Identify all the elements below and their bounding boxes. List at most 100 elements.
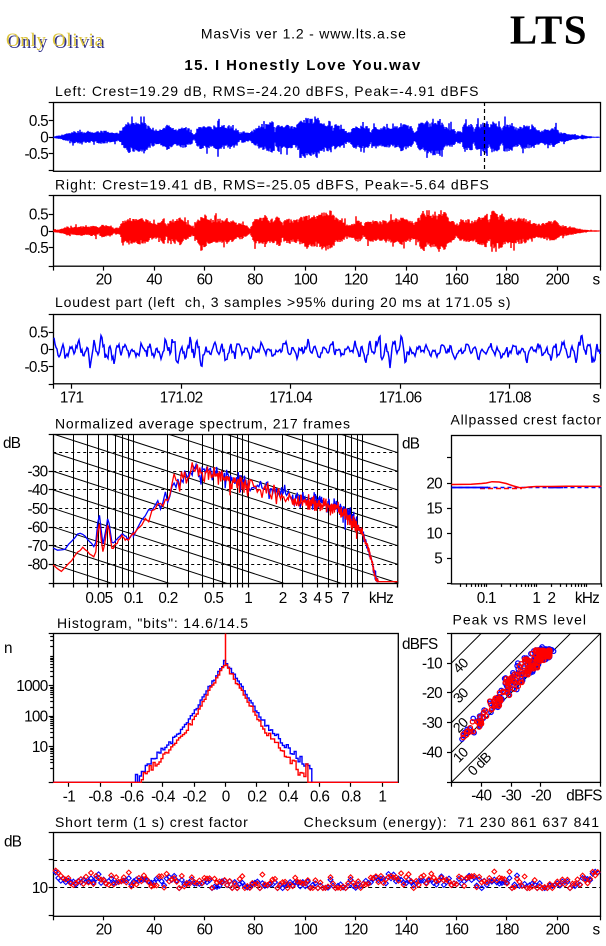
svg-text:1000: 1000 [16,678,47,695]
svg-text:140: 140 [394,272,418,289]
svg-text:120: 120 [344,922,368,939]
svg-text:0.5: 0.5 [204,590,223,607]
svg-text:171.08: 171.08 [488,390,531,407]
svg-text:-30: -30 [422,715,442,732]
svg-text:40: 40 [146,922,162,939]
svg-text:Short term (1 s) crest factor: Short term (1 s) crest factor [55,814,249,830]
svg-text:180: 180 [495,272,519,289]
svg-text:Only Olivia: Only Olivia [6,31,104,51]
svg-text:dB: dB [3,435,21,452]
svg-text:-80: -80 [27,557,47,574]
svg-text:s: s [593,272,601,289]
svg-text:dB: dB [4,834,22,851]
svg-text:-0.4: -0.4 [151,789,176,806]
svg-text:0.4: 0.4 [279,789,299,806]
svg-text:Loudest part (left ch, 3 samp: Loudest part (left ch, 3 samples >95% du… [55,294,511,310]
svg-text:Normalized average spectrum, 2: Normalized average spectrum, 217 frames [55,416,351,432]
svg-text:0.5: 0.5 [29,324,48,341]
svg-text:15: 15 [426,500,442,517]
svg-text:0.8: 0.8 [341,789,360,806]
svg-text:5: 5 [324,590,332,607]
svg-text:0: 0 [40,223,48,240]
svg-text:-0.5: -0.5 [24,146,48,163]
svg-text:0.05: 0.05 [85,590,112,607]
svg-text:Peak vs RMS level: Peak vs RMS level [453,611,587,627]
svg-text:-0.5: -0.5 [24,240,48,257]
svg-text:-50: -50 [27,501,47,518]
svg-text:60: 60 [197,272,213,289]
svg-text:5: 5 [434,551,442,568]
svg-text:-60: -60 [27,519,47,536]
svg-text:kHz: kHz [369,590,393,607]
svg-text:-20: -20 [422,685,442,702]
svg-text:s: s [593,390,601,407]
svg-text:dB: dB [402,436,420,453]
svg-text:1: 1 [532,590,540,607]
svg-text:MasVis ver 1.2 - www.lts.a.se: MasVis ver 1.2 - www.lts.a.se [201,26,407,42]
svg-text:dBFS: dBFS [402,636,438,653]
svg-text:0.1: 0.1 [124,590,143,607]
svg-text:40: 40 [146,272,162,289]
svg-text:Only Olivia: Only Olivia [8,33,106,53]
svg-text:20: 20 [96,922,112,939]
svg-text:60: 60 [197,922,213,939]
svg-text:80: 80 [247,922,263,939]
svg-text:Right: Crest=19.41 dB, RMS=-25: Right: Crest=19.41 dB, RMS=-25.05 dBFS, … [55,177,490,193]
svg-text:Checksum (energy): 71 230 861: Checksum (energy): 71 230 861 637 841 [304,814,600,830]
svg-text:kHz: kHz [575,590,599,607]
svg-text:171.02: 171.02 [160,390,203,407]
svg-text:-70: -70 [27,538,47,555]
svg-text:10: 10 [426,526,442,543]
svg-text:-40: -40 [422,745,442,762]
svg-text:7: 7 [341,590,349,607]
svg-text:100: 100 [294,922,318,939]
svg-text:0.5: 0.5 [29,113,48,130]
svg-text:Left: Crest=19.29 dB, RMS=-24.: Left: Crest=19.29 dB, RMS=-24.20 dBFS, P… [55,83,479,99]
svg-text:-0.6: -0.6 [120,789,144,806]
svg-text:100: 100 [294,272,318,289]
svg-text:171: 171 [60,390,84,407]
svg-text:160: 160 [445,922,469,939]
svg-text:171.04: 171.04 [269,390,313,407]
svg-text:-30: -30 [501,788,521,805]
svg-text:140: 140 [394,922,418,939]
svg-text:0.5: 0.5 [29,207,48,224]
svg-text:0.2: 0.2 [247,789,266,806]
svg-text:-0.8: -0.8 [88,789,112,806]
svg-text:1: 1 [378,789,386,806]
svg-text:-40: -40 [27,482,47,499]
svg-text:0.6: 0.6 [310,789,329,806]
svg-text:10: 10 [32,880,48,897]
svg-text:4: 4 [313,590,322,607]
svg-text:180: 180 [495,922,519,939]
svg-text:0: 0 [40,130,48,147]
svg-text:120: 120 [344,272,368,289]
svg-text:Allpassed crest factor: Allpassed crest factor [451,411,602,427]
svg-text:80: 80 [247,272,263,289]
svg-text:-10: -10 [422,655,442,672]
svg-text:LTS: LTS [510,7,588,53]
svg-text:15. I Honestly Love You.wav: 15. I Honestly Love You.wav [184,57,421,74]
svg-text:200: 200 [546,272,570,289]
svg-text:160: 160 [445,272,469,289]
svg-text:Histogram, "bits": 14.6/14.5: Histogram, "bits": 14.6/14.5 [57,615,249,631]
svg-text:0.1: 0.1 [477,590,496,607]
svg-text:-0.2: -0.2 [183,789,207,806]
svg-text:2: 2 [547,590,555,607]
svg-text:-0.5: -0.5 [24,359,48,376]
svg-text:n: n [4,640,12,657]
svg-text:20: 20 [96,272,112,289]
svg-text:200: 200 [546,922,570,939]
svg-text:s: s [593,922,601,939]
svg-text:-30: -30 [27,464,47,481]
svg-text:2: 2 [279,590,287,607]
svg-text:-1: -1 [63,789,75,806]
svg-text:10: 10 [32,739,48,756]
svg-text:3: 3 [299,590,307,607]
svg-text:20: 20 [426,475,442,492]
svg-text:171.06: 171.06 [379,390,422,407]
svg-text:dBFS: dBFS [566,788,602,805]
svg-text:-20: -20 [531,788,551,805]
svg-text:0: 0 [222,789,230,806]
svg-text:0: 0 [40,342,48,359]
